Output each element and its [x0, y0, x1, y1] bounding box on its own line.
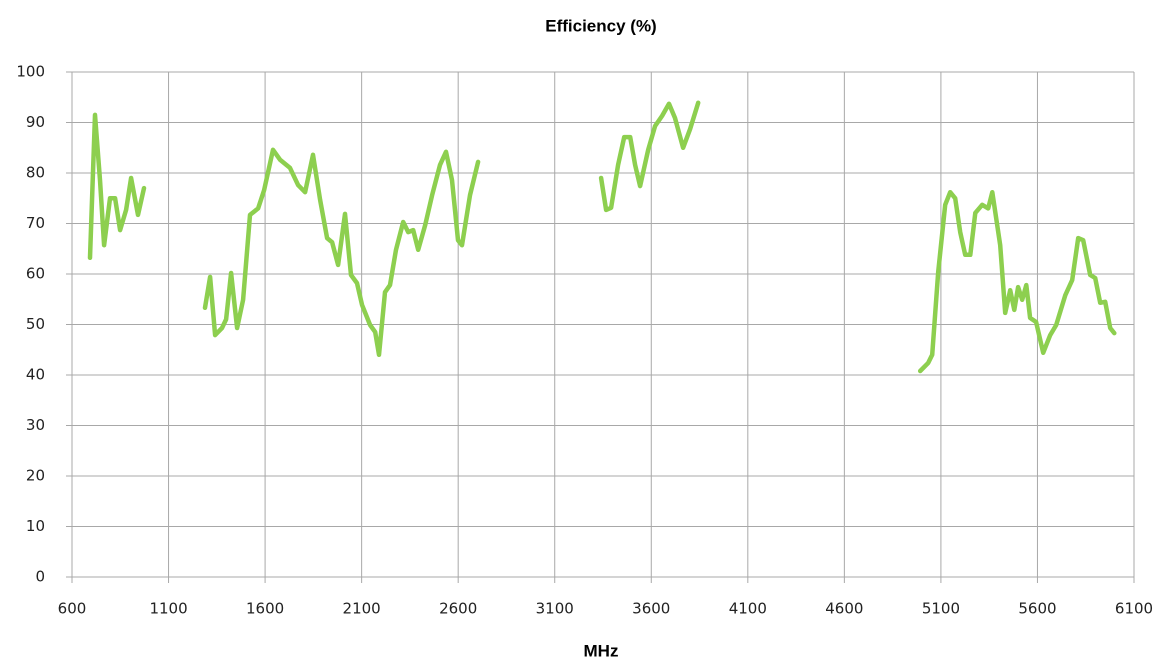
x-tick-label: 3600	[632, 600, 670, 618]
y-tick-label: 80	[26, 164, 45, 182]
y-tick-label: 60	[26, 265, 45, 283]
x-tick-label: 5600	[1018, 600, 1056, 618]
y-tick-label: 100	[16, 63, 45, 81]
y-tick-label: 50	[26, 315, 45, 333]
x-tick-label: 6100	[1115, 600, 1153, 618]
chart-title: Efficiency (%)	[545, 16, 656, 35]
y-tick-label: 30	[26, 416, 45, 434]
y-tick-label: 40	[26, 366, 45, 384]
x-axis-label: MHz	[584, 641, 619, 660]
y-tick-label: 90	[26, 113, 45, 131]
y-tick-label: 10	[26, 517, 45, 535]
y-tick-label: 20	[26, 467, 45, 485]
x-tick-label: 4100	[729, 600, 767, 618]
line-series	[87, 100, 1117, 374]
x-tick-label: 5100	[922, 600, 960, 618]
y-tick-label: 0	[35, 568, 45, 586]
x-tick-label: 2100	[343, 600, 381, 618]
x-tick-label: 1100	[149, 600, 187, 618]
x-tick-label: 3100	[536, 600, 574, 618]
y-tick-label: 70	[26, 214, 45, 232]
x-tick-label: 4600	[825, 600, 863, 618]
x-tick-label: 600	[58, 600, 87, 618]
x-tick-label: 2600	[439, 600, 477, 618]
x-tick-label: 1600	[246, 600, 284, 618]
